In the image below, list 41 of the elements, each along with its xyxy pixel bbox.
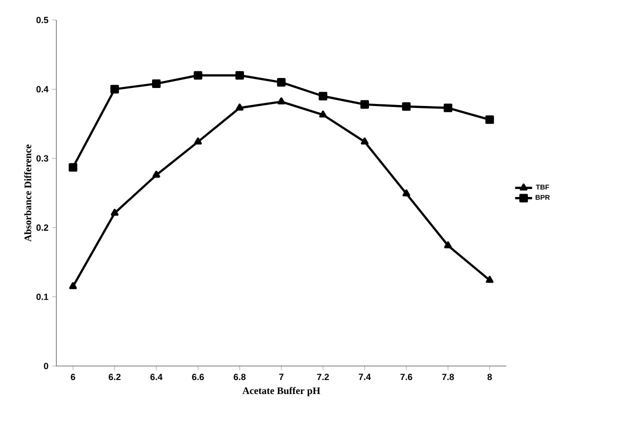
point <box>402 189 410 196</box>
point <box>110 84 119 94</box>
point <box>360 138 369 144</box>
y-axis-title: Absorbance Difference <box>24 144 32 242</box>
x-tick-label: 8 <box>487 374 492 380</box>
point <box>110 208 119 216</box>
point <box>277 78 286 87</box>
y-tick-label: 0.1 <box>36 294 48 300</box>
point <box>444 104 452 112</box>
x-tick-label: 7 <box>279 374 284 380</box>
point <box>235 71 244 80</box>
point <box>68 163 78 172</box>
point <box>152 79 161 88</box>
point <box>360 100 369 109</box>
point <box>402 102 411 111</box>
point <box>236 104 244 111</box>
y-tick-label: 0.2 <box>36 224 48 231</box>
point <box>486 276 494 283</box>
x-tick-label: 7.6 <box>400 374 412 380</box>
point <box>194 138 202 144</box>
x-tick-label: 6.2 <box>108 374 121 380</box>
point <box>69 282 77 290</box>
y-tick-label: 0 <box>44 362 48 370</box>
y-tick-label: 0.4 <box>36 86 49 92</box>
x-tick-label: 6.6 <box>192 374 204 380</box>
point <box>485 115 494 124</box>
x-tick-label: 6.8 <box>234 374 246 380</box>
x-tick-label: 7.8 <box>442 374 454 380</box>
y-tick-label: 0.3 <box>36 155 48 162</box>
x-tick-label: 7.4 <box>358 374 371 380</box>
x-tick-label: 6 <box>70 374 76 380</box>
x-tick-label: 7.2 <box>317 374 329 380</box>
point <box>444 241 452 248</box>
point <box>152 170 160 178</box>
x-tick-label: 6.4 <box>150 374 163 380</box>
point <box>194 71 202 80</box>
point <box>319 110 327 118</box>
point <box>318 92 328 100</box>
y-tick-label: 0.5 <box>36 16 48 24</box>
point <box>277 97 286 104</box>
x-axis-title: Acetate Buffer pH <box>242 386 320 396</box>
